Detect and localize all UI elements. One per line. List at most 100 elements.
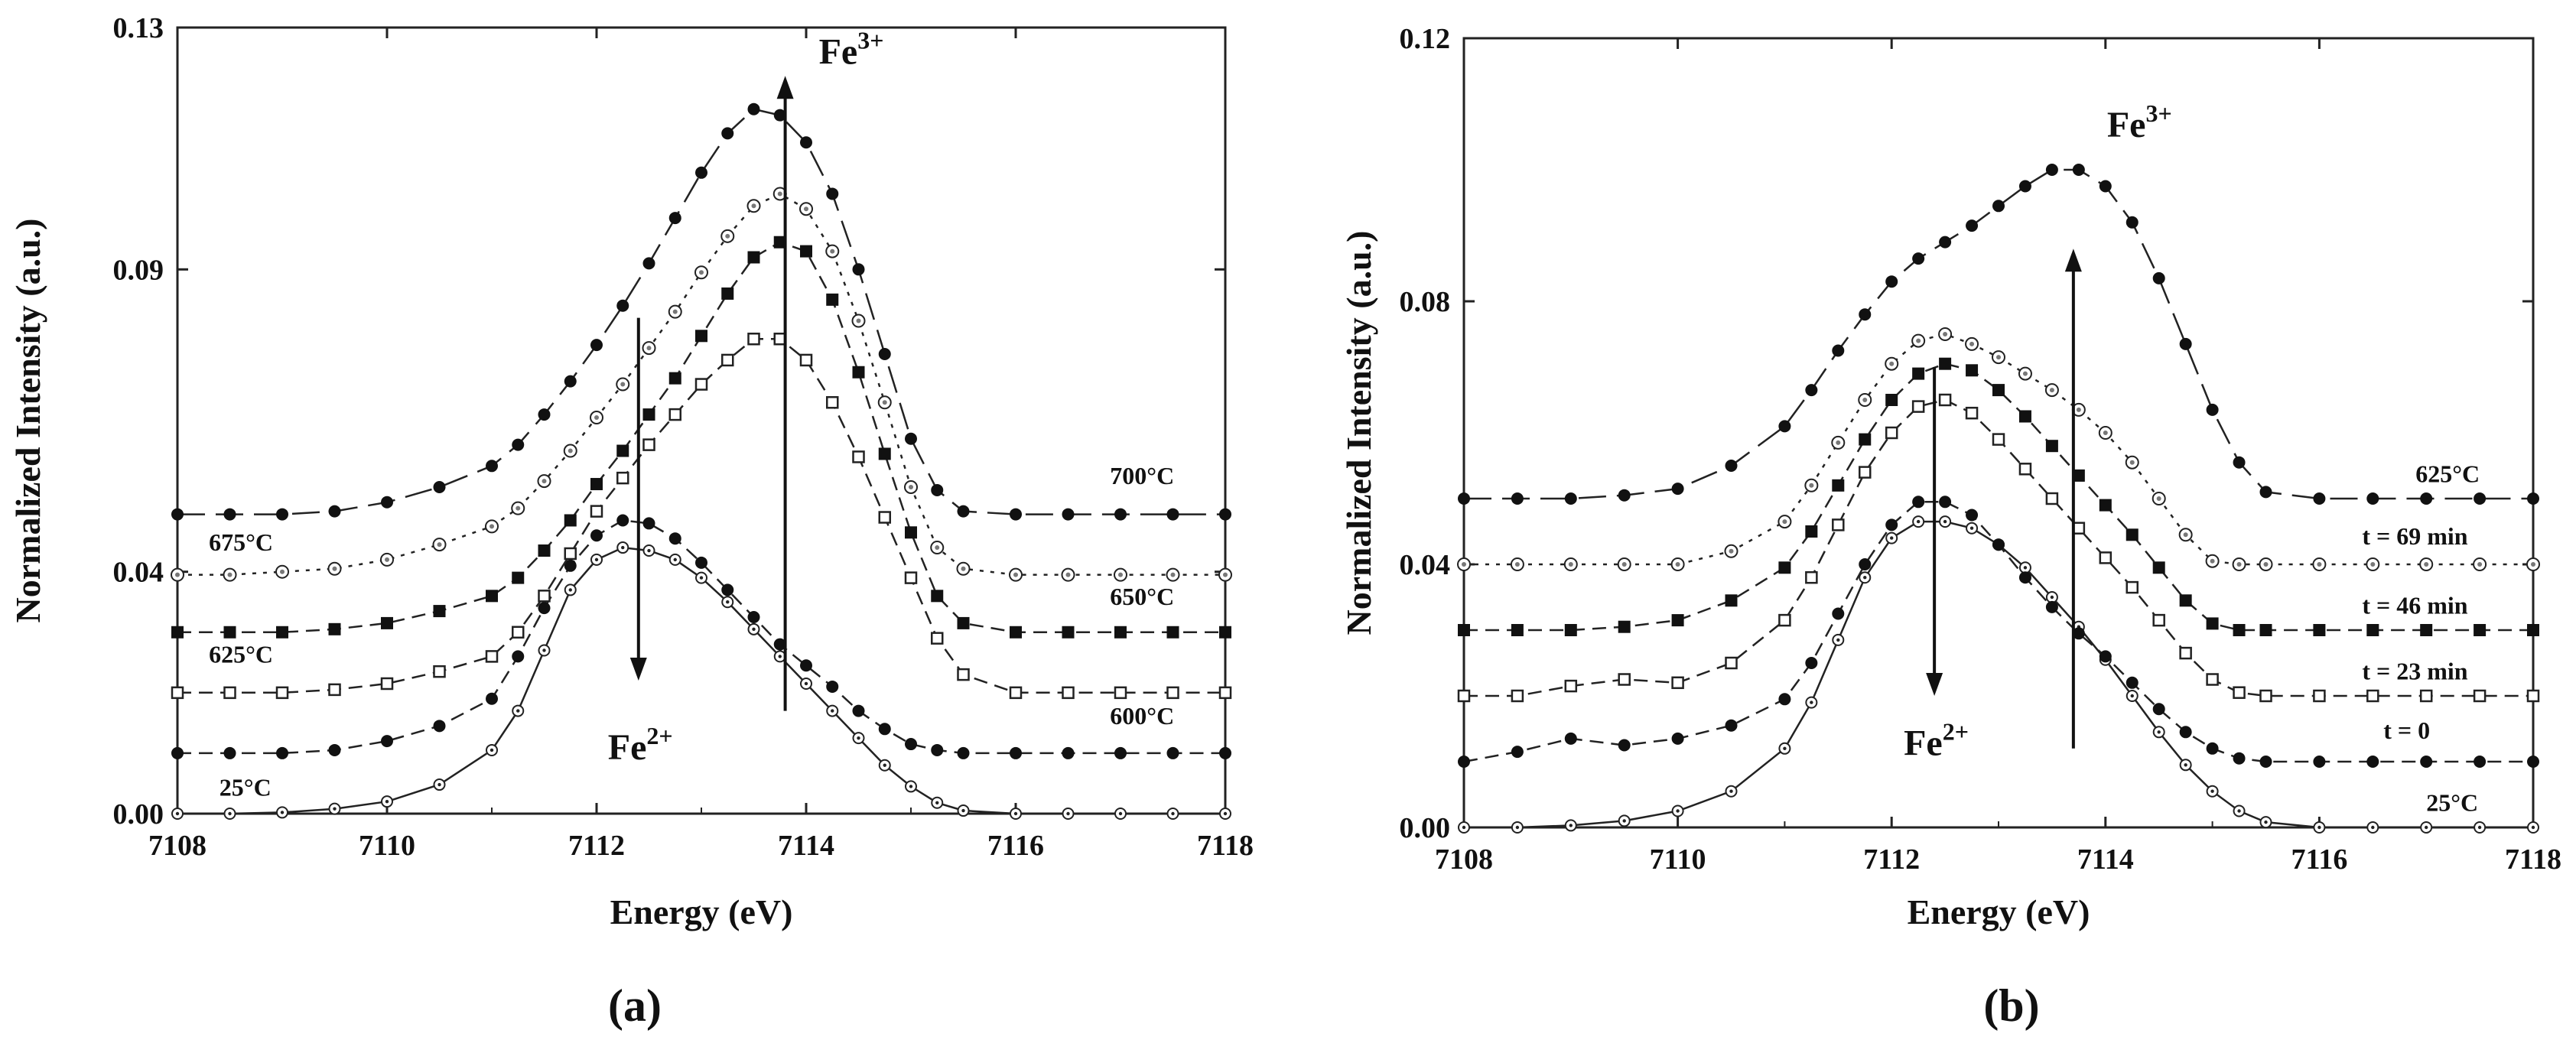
data-point-dot — [1569, 824, 1573, 827]
data-point — [486, 743, 498, 756]
data-point — [642, 517, 655, 530]
data-point — [800, 677, 812, 690]
data-point — [381, 735, 393, 748]
data-point — [276, 746, 288, 759]
panel-b: 7108 7110 7112 7114 7116 7118 0.00 0.04 0.08 0.12… — [1339, 23, 2561, 931]
data-point — [878, 759, 891, 772]
data-point — [1965, 336, 1979, 351]
data-point-dot — [882, 400, 887, 405]
data-point — [1564, 679, 1578, 693]
data-point-dot — [751, 203, 756, 209]
data-point — [276, 626, 288, 639]
annotation-arrow-head — [776, 76, 794, 99]
data-point-dot — [752, 627, 756, 632]
series-line — [177, 108, 1225, 515]
annotation-arrow-head — [629, 658, 647, 681]
data-point — [1010, 626, 1022, 639]
data-point — [956, 561, 971, 576]
data-point — [668, 408, 681, 421]
data-point — [1618, 739, 1631, 752]
data-point — [904, 571, 918, 584]
data-point — [1939, 496, 1952, 509]
plot-frame — [1462, 37, 2535, 829]
data-point — [1166, 626, 1179, 639]
data-point-dot — [1889, 361, 1895, 366]
data-point-dot — [1836, 638, 1840, 642]
data-point — [433, 665, 446, 678]
data-point — [511, 501, 525, 515]
data-point-dot — [2103, 431, 2108, 435]
data-point-dot — [2183, 532, 2188, 538]
series-line — [1464, 398, 2533, 697]
data-point-dot — [647, 548, 651, 553]
data-point — [957, 505, 970, 518]
data-point — [381, 616, 393, 629]
data-point — [2232, 557, 2246, 571]
data-point-dot — [1514, 562, 1520, 567]
data-point-dot — [2424, 562, 2429, 567]
data-point — [2018, 463, 2032, 476]
data-point — [800, 245, 812, 258]
data-point — [747, 622, 760, 635]
data-point — [2099, 499, 2112, 512]
data-point — [2233, 624, 2246, 636]
series-label: t = 23 min — [2362, 658, 2467, 685]
data-point — [1912, 515, 1925, 528]
data-point — [668, 304, 682, 319]
data-point — [2152, 726, 2165, 739]
data-point — [1618, 489, 1631, 502]
data-point — [2018, 180, 2031, 193]
data-point — [826, 187, 839, 200]
data-point-dot — [516, 505, 521, 511]
data-point — [1992, 538, 2005, 551]
data-point — [2474, 756, 2487, 768]
data-point-dot — [2370, 562, 2376, 567]
data-point-dot — [2264, 820, 2268, 824]
data-point — [1166, 567, 1180, 582]
data-point — [642, 438, 655, 451]
data-point — [2126, 528, 2139, 541]
data-point-dot — [2156, 496, 2161, 501]
data-point — [1966, 364, 1979, 377]
data-point-dot — [804, 206, 808, 212]
data-point — [564, 547, 577, 561]
data-point-dot — [568, 588, 572, 592]
data-point — [1859, 558, 1872, 570]
data-point — [826, 704, 839, 717]
data-point — [2179, 646, 2192, 660]
data-point — [1832, 479, 1845, 492]
data-point — [852, 704, 865, 717]
data-point — [2152, 561, 2165, 574]
data-point — [328, 802, 341, 815]
data-point — [1938, 393, 1952, 407]
data-point — [2474, 624, 2487, 636]
data-point-dot — [935, 801, 939, 804]
series-label: 625°C — [2415, 460, 2480, 488]
data-point — [747, 251, 760, 264]
data-point — [512, 626, 525, 639]
data-point — [1778, 515, 1792, 529]
data-point — [563, 444, 577, 458]
data-point — [1859, 571, 1872, 584]
data-point — [878, 348, 891, 361]
data-point-dot — [909, 785, 913, 788]
data-point — [826, 680, 839, 693]
data-point — [1805, 525, 1818, 538]
data-point — [1805, 384, 1818, 397]
data-point — [747, 611, 760, 623]
data-point — [668, 212, 681, 225]
x-tick-label: 7116 — [2291, 843, 2347, 876]
data-point — [564, 514, 577, 527]
data-point — [877, 395, 892, 410]
x-tick-label: 7114 — [2077, 843, 2134, 876]
data-point-dot — [280, 811, 285, 814]
data-point-dot — [646, 346, 652, 351]
data-point — [433, 480, 446, 493]
data-point — [2178, 528, 2193, 542]
y-tick-label: 0.04 — [113, 557, 164, 589]
data-point — [1938, 327, 1953, 341]
data-point — [2152, 703, 2165, 716]
data-point — [2126, 580, 2139, 594]
annotation-arrow-head — [2064, 249, 2082, 272]
data-point — [878, 723, 891, 736]
